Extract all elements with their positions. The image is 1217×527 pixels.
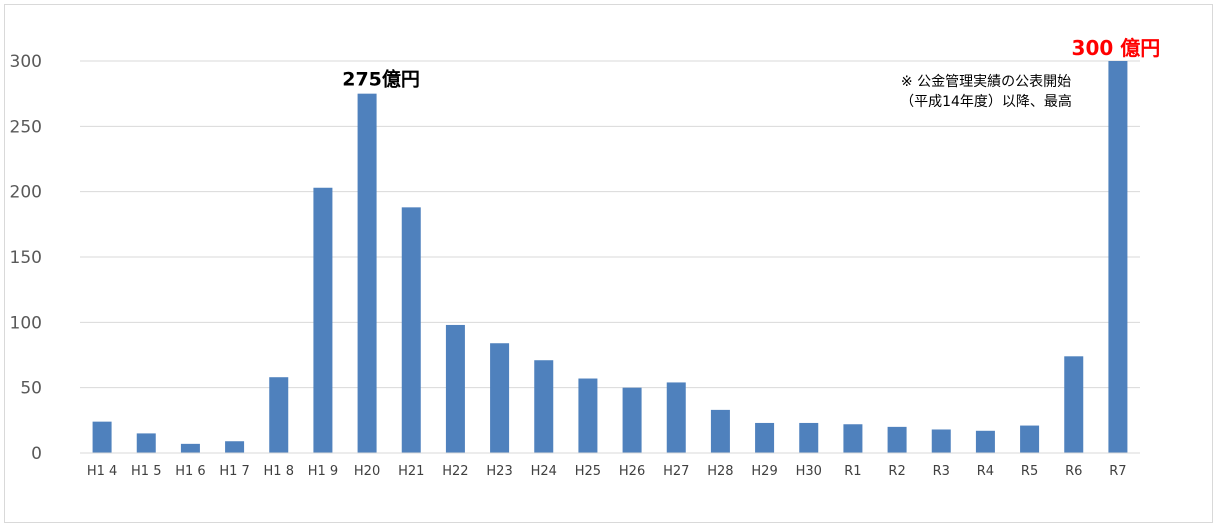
bar-r4 (975, 430, 995, 453)
note-line-2: （平成14年度）以降、最高 (900, 93, 1072, 110)
bar-h20 (357, 93, 377, 454)
note-line-1: ※ 公金管理実績の公表開始 (901, 74, 1071, 90)
bar-r1 (843, 424, 863, 453)
bar-h28 (710, 409, 730, 453)
bar-h21 (401, 207, 421, 453)
x-tick-label: H1 7 (219, 464, 249, 479)
y-tick-label: 0 (31, 444, 42, 464)
chart-frame (4, 4, 1213, 523)
bar-h22 (445, 324, 465, 453)
y-tick-label: 50 (20, 379, 42, 399)
y-tick-label: 100 (10, 313, 42, 333)
y-tick-label: 250 (10, 117, 42, 137)
bar-h14 (92, 421, 112, 453)
bar-r5 (1020, 425, 1040, 453)
x-tick-label: H22 (442, 464, 468, 479)
bar-h25 (578, 378, 598, 453)
bar-h24 (534, 360, 554, 453)
bar-r2 (887, 426, 907, 453)
x-tick-label: R2 (888, 464, 905, 479)
y-axis-ticks: 0 50 100 150 200 250 300 (10, 52, 42, 464)
bars (92, 61, 1128, 454)
x-tick-label: R5 (1021, 464, 1038, 479)
y-tick-label: 200 (10, 183, 42, 203)
x-tick-label: R6 (1065, 464, 1082, 479)
y-tick-label: 150 (10, 248, 42, 268)
x-tick-label: H26 (619, 464, 645, 479)
annotation-r7: 300 億円 (1072, 36, 1161, 60)
x-tick-label: H24 (531, 464, 557, 479)
bar-h17 (225, 441, 245, 453)
bar-h27 (666, 382, 686, 453)
x-tick-label: H1 5 (131, 464, 161, 479)
x-tick-label: R3 (933, 464, 950, 479)
x-tick-label: R4 (977, 464, 994, 479)
x-tick-label: H30 (796, 464, 822, 479)
x-axis-ticks: H1 4 H1 5 H1 6 H1 7 H1 8 H1 9 H20 H21 H22 H23 H24 H… (87, 464, 1127, 479)
x-tick-label: H1 4 (87, 464, 117, 479)
bar-h30 (799, 422, 819, 453)
bar-h15 (136, 433, 156, 453)
x-tick-label: H27 (663, 464, 689, 479)
annotation-h20: 275億円 (342, 68, 420, 91)
x-tick-label: R7 (1109, 464, 1126, 479)
bar-r6 (1064, 356, 1084, 453)
bar-r7 (1108, 61, 1128, 453)
bar-h29 (755, 422, 775, 453)
gridlines (80, 60, 1140, 389)
y-tick-label: 300 (10, 52, 42, 72)
bar-h26 (622, 387, 642, 453)
x-tick-label: H1 6 (175, 464, 205, 479)
x-tick-label: H1 9 (308, 464, 338, 479)
x-tick-label: R1 (844, 464, 861, 479)
bar-h16 (180, 443, 200, 453)
x-tick-label: H20 (354, 464, 380, 479)
x-tick-label: H28 (707, 464, 733, 479)
x-tick-label: H1 8 (264, 464, 294, 479)
x-tick-label: H25 (575, 464, 601, 479)
x-tick-label: H23 (486, 464, 512, 479)
bar-r3 (931, 429, 951, 453)
x-tick-label: H21 (398, 464, 424, 479)
bar-h23 (490, 343, 510, 453)
x-tick-label: H29 (751, 464, 777, 479)
bar-h19 (313, 187, 333, 453)
bar-h18 (269, 377, 289, 453)
